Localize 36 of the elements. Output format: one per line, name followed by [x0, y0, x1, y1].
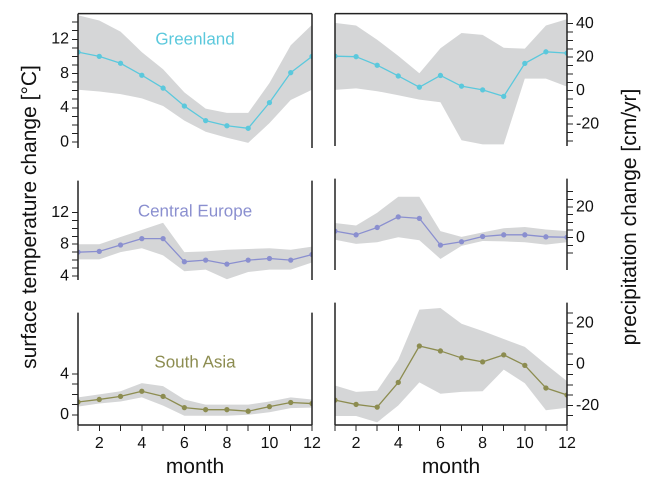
x-tick-label: 10 [516, 435, 534, 452]
x-tick-label: 2 [352, 435, 361, 452]
y-tick-label: 20 [576, 198, 594, 216]
x-tick-label: 10 [260, 435, 278, 452]
y-tick-label: 0 [60, 133, 70, 150]
y-tick-label: 4 [60, 267, 70, 284]
x-tick-label: 12 [303, 435, 321, 452]
x-tick-label: 4 [137, 435, 146, 452]
y-tick-label: 8 [60, 236, 70, 253]
y-tick-label: 0 [576, 356, 585, 373]
y-tick-label: 0 [576, 229, 585, 246]
text: Central Europe [138, 201, 252, 220]
x-axis-title: month [422, 455, 480, 479]
y-tick-label: 12 [51, 204, 70, 221]
x-tick-label: 8 [478, 435, 488, 452]
x-tick-label: 4 [394, 435, 403, 452]
y-tick-label: 0 [60, 406, 70, 424]
y-tick-label: 0 [576, 82, 585, 100]
x-tick-label: 6 [180, 435, 189, 452]
y-tick-label: -20 [576, 396, 600, 414]
y-tick-label: 4 [60, 99, 70, 116]
x-axis-title: month [166, 455, 224, 479]
y-tick-label: 8 [60, 64, 70, 82]
y-tick-label: 20 [576, 48, 594, 66]
y-tick-label: 40 [576, 15, 594, 32]
y-tick-label: 20 [576, 314, 594, 332]
text: Greenland [155, 29, 235, 48]
y-axis-title: precipitation change [cm/yr] [618, 88, 642, 346]
x-tick-label: 6 [436, 435, 445, 452]
y-tick-label: -20 [576, 116, 600, 133]
y-axis-title: surface temperature change [°C] [18, 65, 42, 369]
y-tick-label: 12 [51, 30, 70, 48]
x-tick-label: 8 [222, 435, 232, 452]
x-tick-label: 2 [94, 435, 104, 452]
text: South Asia [154, 352, 236, 372]
y-tick-label: 4 [60, 365, 70, 382]
